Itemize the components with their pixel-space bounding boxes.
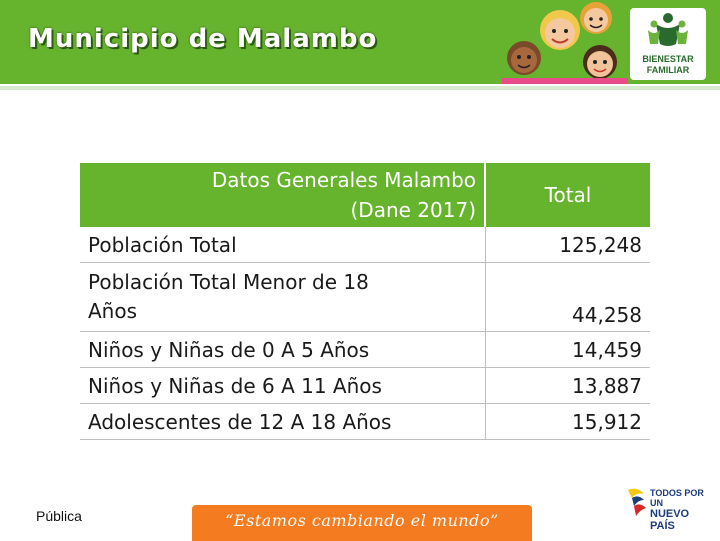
logo-text-line2: FAMILIAR <box>646 65 690 75</box>
row-label: Adolescentes de 12 A 18 Años <box>80 403 486 440</box>
table-row: Niños y Niñas de 0 A 5 Años 14,459 <box>80 331 650 368</box>
row-value: 15,912 <box>485 403 650 440</box>
logo-text-line1: BIENESTAR <box>642 54 694 64</box>
table-row: Niños y Niñas de 6 A 11 Años 13,887 <box>80 367 650 404</box>
row-label-line1: Población Total Menor de 18 <box>88 270 369 294</box>
row-label-line2: Años <box>88 299 138 323</box>
column-header-label: Datos Generales Malambo (Dane 2017) <box>80 163 486 227</box>
slogan-banner: “Estamos cambiando el mundo” <box>192 505 532 541</box>
row-label: Población Total Menor de 18 Años <box>80 262 486 332</box>
data-table: Datos Generales Malambo (Dane 2017) Tota… <box>80 163 650 440</box>
todos-por-un-nuevo-pais-logo: TODOS POR UN NUEVO PAÍS <box>624 486 714 532</box>
gov-logo-text: TODOS POR UN NUEVO PAÍS <box>650 488 714 532</box>
row-value: 44,258 <box>485 262 650 332</box>
page-title: Municipio de Malambo <box>28 24 378 54</box>
classification-label: Pública <box>36 508 82 524</box>
header-divider <box>0 86 720 90</box>
colombia-flag-icon <box>628 488 646 516</box>
header-label-line2: (Dane 2017) <box>350 198 477 222</box>
row-value: 14,459 <box>485 331 650 368</box>
row-label: Niños y Niñas de 6 A 11 Años <box>80 367 486 404</box>
table-row: Población Total Menor de 18 Años 44,258 <box>80 262 650 332</box>
row-value: 125,248 <box>485 227 650 263</box>
table-row: Adolescentes de 12 A 18 Años 15,912 <box>80 403 650 440</box>
gov-logo-line1: TODOS POR UN <box>650 488 704 508</box>
column-header-total: Total <box>485 163 650 227</box>
children-illustration <box>502 2 628 84</box>
header-label-line1: Datos Generales Malambo <box>211 168 476 192</box>
row-label: Niños y Niñas de 0 A 5 Años <box>80 331 486 368</box>
row-label: Población Total <box>80 227 486 263</box>
header-banner: Municipio de Malambo BIENESTAR FAMILIAR <box>0 0 720 84</box>
row-value: 13,887 <box>485 367 650 404</box>
gov-logo-line2: NUEVO PAÍS <box>650 508 690 532</box>
slogan-text: “Estamos cambiando el mundo” <box>225 511 499 530</box>
table-row: Población Total 125,248 <box>80 227 650 263</box>
table-header-row: Datos Generales Malambo (Dane 2017) Tota… <box>80 163 650 227</box>
family-icon <box>648 13 688 46</box>
bienestar-familiar-logo: BIENESTAR FAMILIAR <box>630 8 706 80</box>
